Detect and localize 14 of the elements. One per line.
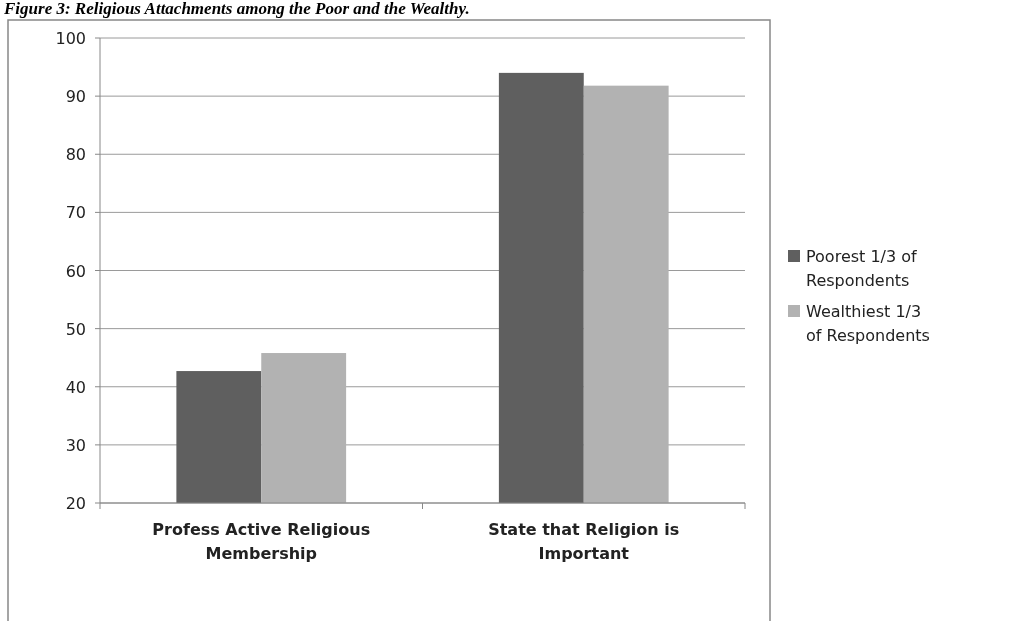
chart-title: Figure 3: Religious Attachments among the Poor and the Wealthy.	[3, 0, 470, 18]
legend-label: Wealthiest 1/3 of Respondents	[806, 302, 930, 345]
y-tick-label: 60	[65, 261, 86, 281]
y-tick-label: 70	[65, 203, 86, 223]
y-tick-label: 90	[65, 87, 86, 107]
y-tick-label: 50	[65, 319, 86, 339]
y-tick-label: 40	[65, 377, 86, 397]
y-tick-label: 20	[65, 494, 86, 513]
y-tick-label: 80	[65, 145, 86, 165]
y-tick-label: 100	[55, 29, 86, 48]
y-tick-label: 30	[65, 435, 86, 455]
x-tick-label: State that Religion is Important	[488, 520, 680, 563]
x-tick-label: Profess Active Religious Membership	[152, 520, 371, 563]
legend-label: Poorest 1/3 of Respondents	[806, 247, 918, 290]
